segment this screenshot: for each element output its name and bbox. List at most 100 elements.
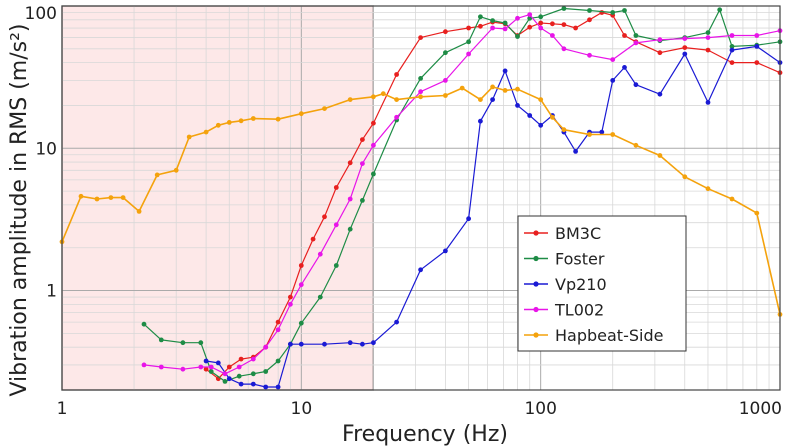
data-point: [203, 358, 209, 364]
data-point: [443, 248, 448, 254]
data-point: [550, 114, 555, 120]
data-point: [347, 340, 353, 346]
data-point: [238, 118, 244, 124]
data-point: [250, 381, 256, 387]
data-point: [587, 8, 592, 13]
legend-label: Vp210: [555, 275, 607, 294]
legend-label: Hapbeat-Side: [555, 326, 663, 345]
data-point: [198, 340, 204, 346]
data-point: [418, 76, 423, 81]
data-point: [238, 356, 244, 362]
x-tick-label: 1000: [739, 399, 782, 419]
data-point: [587, 17, 592, 23]
data-point: [208, 369, 214, 374]
data-point: [238, 381, 244, 387]
data-point: [527, 24, 533, 30]
data-point: [490, 18, 495, 23]
data-point: [288, 294, 293, 300]
data-point: [538, 25, 544, 31]
data-point: [347, 226, 353, 232]
data-point: [729, 196, 735, 202]
data-point: [587, 52, 592, 58]
data-point: [250, 371, 256, 377]
data-point: [371, 340, 376, 346]
data-point: [186, 134, 192, 140]
data-point: [561, 22, 567, 27]
data-point: [317, 251, 323, 257]
data-point: [394, 114, 399, 120]
data-point: [657, 50, 663, 56]
data-point: [622, 33, 627, 38]
data-point: [141, 362, 147, 368]
data-point: [754, 210, 760, 216]
data-point: [347, 97, 353, 102]
data-point: [538, 97, 544, 102]
legend-marker: [533, 332, 539, 338]
series-vp210: [203, 44, 783, 390]
data-point: [250, 356, 256, 362]
data-point: [466, 39, 471, 45]
data-point: [215, 122, 221, 128]
legend-item: TL002: [524, 301, 604, 320]
data-point: [360, 198, 365, 203]
data-point: [371, 120, 376, 126]
data-point: [538, 14, 544, 20]
data-point: [226, 364, 232, 370]
data-point: [622, 65, 627, 70]
data-point: [298, 282, 304, 288]
legend-marker: [533, 230, 539, 236]
y-axis-title: Vibration amplitude in RMS (m/s²): [7, 23, 32, 396]
data-point: [657, 37, 663, 43]
data-point: [573, 25, 578, 31]
data-point: [622, 8, 627, 13]
data-point: [515, 34, 520, 39]
data-point: [158, 364, 164, 370]
legend-marker: [533, 255, 539, 262]
data-point: [561, 46, 567, 52]
data-point: [298, 111, 304, 117]
legend-label: BM3C: [555, 224, 601, 243]
series-line: [61, 86, 781, 315]
legend-item: Vp210: [524, 275, 607, 294]
legend-marker: [533, 281, 539, 287]
data-point: [478, 23, 483, 29]
legend-marker: [533, 306, 539, 313]
data-point: [633, 82, 639, 88]
data-point: [610, 132, 616, 137]
data-point: [502, 88, 508, 93]
plot-frame: [61, 5, 781, 391]
data-point: [236, 373, 242, 379]
y-tick-label: 10: [35, 139, 57, 159]
data-point: [322, 106, 327, 111]
data-point: [573, 149, 578, 154]
series-bm3c: [203, 10, 783, 382]
data-point: [333, 222, 339, 228]
data-point: [263, 369, 269, 374]
data-point: [550, 33, 555, 38]
data-point: [633, 142, 639, 148]
legend-item: Foster: [524, 250, 605, 269]
data-point: [317, 294, 323, 300]
data-point: [561, 127, 567, 133]
data-point: [263, 344, 269, 350]
data-point: [729, 47, 735, 53]
data-point: [490, 25, 495, 31]
data-point: [180, 340, 186, 346]
data-point: [154, 172, 160, 178]
data-point: [298, 263, 304, 268]
data-point: [490, 97, 495, 102]
data-point: [94, 196, 100, 202]
data-point: [360, 137, 365, 143]
data-point: [418, 89, 423, 95]
data-point: [729, 44, 735, 49]
data-point: [657, 91, 663, 97]
data-point: [394, 72, 399, 77]
data-point: [633, 33, 639, 38]
data-point: [459, 85, 465, 91]
data-point: [466, 216, 471, 222]
data-point: [226, 120, 232, 125]
data-point: [215, 360, 221, 366]
data-point: [226, 376, 232, 382]
data-point: [222, 371, 228, 377]
